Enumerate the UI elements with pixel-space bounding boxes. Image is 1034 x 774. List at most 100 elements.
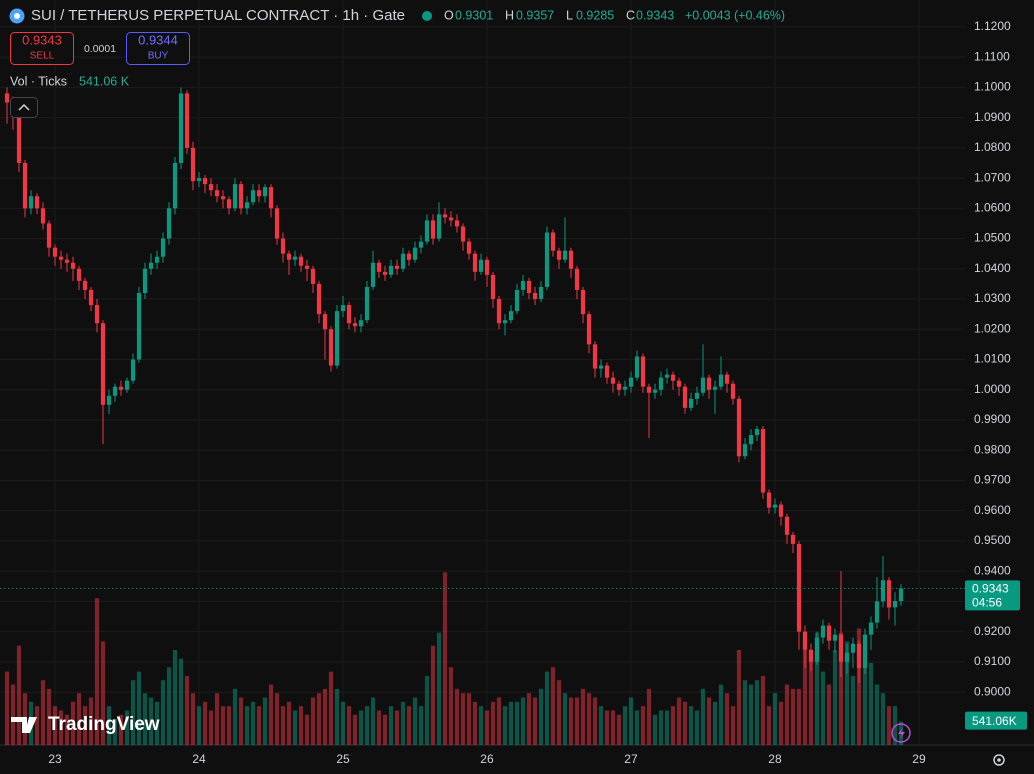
volume-bar	[832, 650, 838, 745]
volume-tag-label: 541.06K	[972, 714, 1017, 728]
candle-body	[112, 386, 118, 396]
volume-bar	[346, 706, 352, 745]
candle-body	[586, 314, 592, 345]
volume-bar	[514, 701, 520, 745]
volume-pane	[4, 572, 904, 745]
candle-body	[532, 292, 538, 300]
x-tick-label: 26	[480, 752, 494, 766]
candle-body	[160, 238, 166, 257]
volume-bar	[418, 706, 424, 745]
volume-bar	[232, 688, 238, 745]
candle-body	[676, 380, 682, 387]
volume-bar	[568, 697, 574, 745]
volume-bar	[796, 688, 802, 745]
candle-body	[190, 147, 196, 182]
volume-bar	[70, 701, 76, 745]
candle-body	[400, 253, 406, 269]
settings-button[interactable]	[993, 754, 1005, 766]
candle-body	[124, 380, 130, 390]
candle-body	[814, 637, 820, 662]
volume-bar	[436, 632, 442, 745]
y-tick-label: 1.0600	[974, 200, 1011, 214]
volume-bar	[676, 697, 682, 745]
volume-bar	[868, 662, 874, 745]
volume-bar	[322, 688, 328, 745]
countdown: 04:56	[972, 596, 1002, 610]
candle-body	[790, 534, 796, 544]
volume-bar	[88, 697, 94, 745]
volume-bar	[40, 680, 46, 745]
candle-body	[334, 311, 340, 366]
candle-body	[304, 265, 310, 269]
volume-bar	[496, 697, 502, 745]
candle-body	[460, 226, 466, 242]
volume-bar	[388, 706, 394, 745]
candle-body	[376, 262, 382, 272]
settings-dot	[997, 758, 1001, 762]
candle-body	[244, 202, 250, 209]
volume-bar	[262, 697, 268, 745]
volume-bar	[610, 710, 616, 745]
y-tick-label: 0.9000	[974, 684, 1011, 698]
volume-bar	[694, 710, 700, 745]
candle-body	[88, 289, 94, 306]
candles	[4, 87, 904, 684]
candle-body	[226, 199, 232, 209]
volume-bar	[64, 714, 70, 745]
candle-body	[820, 625, 826, 638]
candle-body	[430, 220, 436, 239]
candle-body	[604, 365, 610, 378]
volume-bar	[160, 680, 166, 745]
candle-body	[538, 286, 544, 300]
volume-bar	[76, 693, 82, 745]
volume-bar	[328, 671, 334, 745]
y-tick-label: 1.1100	[974, 49, 1010, 63]
volume-bar	[826, 684, 832, 745]
volume-bar	[598, 706, 604, 745]
candle-body	[274, 208, 280, 239]
buy-price: 0.9344	[138, 32, 178, 47]
lightning-button[interactable]	[891, 723, 911, 743]
candle-body	[664, 374, 670, 378]
candle-body	[448, 217, 454, 221]
candle-body	[4, 93, 10, 103]
candle-body	[250, 190, 256, 203]
volume-bar	[586, 693, 592, 745]
candle-body	[268, 187, 274, 209]
candle-body	[388, 265, 394, 275]
last-price-tag	[965, 580, 1020, 611]
y-tick-label: 0.9200	[974, 624, 1011, 638]
volume-bar	[652, 714, 658, 745]
y-tick-label: 0.9600	[974, 503, 1011, 517]
candle-body	[550, 232, 556, 251]
x-tick-label: 29	[912, 752, 926, 766]
candle-body	[754, 429, 760, 436]
volume-bar	[880, 693, 886, 745]
candle-body	[478, 259, 484, 272]
candle-body	[598, 365, 604, 369]
sell-button[interactable]	[10, 32, 74, 65]
volume-bar	[604, 710, 610, 745]
collapse-button[interactable]	[10, 97, 38, 118]
candle-body	[802, 631, 808, 650]
candle-body	[316, 283, 322, 315]
candle-body	[118, 386, 124, 390]
buy-button[interactable]	[126, 32, 190, 65]
candle-body	[796, 543, 802, 632]
collapse-icon	[18, 103, 30, 111]
volume-bar	[766, 706, 772, 745]
volume-bar	[154, 701, 160, 745]
volume-bar	[280, 706, 286, 745]
candle-body	[856, 643, 862, 668]
candle-body	[442, 214, 448, 218]
volume-bar	[874, 684, 880, 745]
volume-bar	[340, 701, 346, 745]
volume-bar	[700, 688, 706, 745]
candle-body	[520, 280, 526, 290]
volume-bar	[358, 710, 364, 745]
volume-bar	[646, 688, 652, 745]
candle-body	[484, 259, 490, 275]
volume-bar	[148, 697, 154, 745]
y-tick-label: 1.0100	[974, 352, 1011, 366]
volume-bar	[556, 680, 562, 745]
